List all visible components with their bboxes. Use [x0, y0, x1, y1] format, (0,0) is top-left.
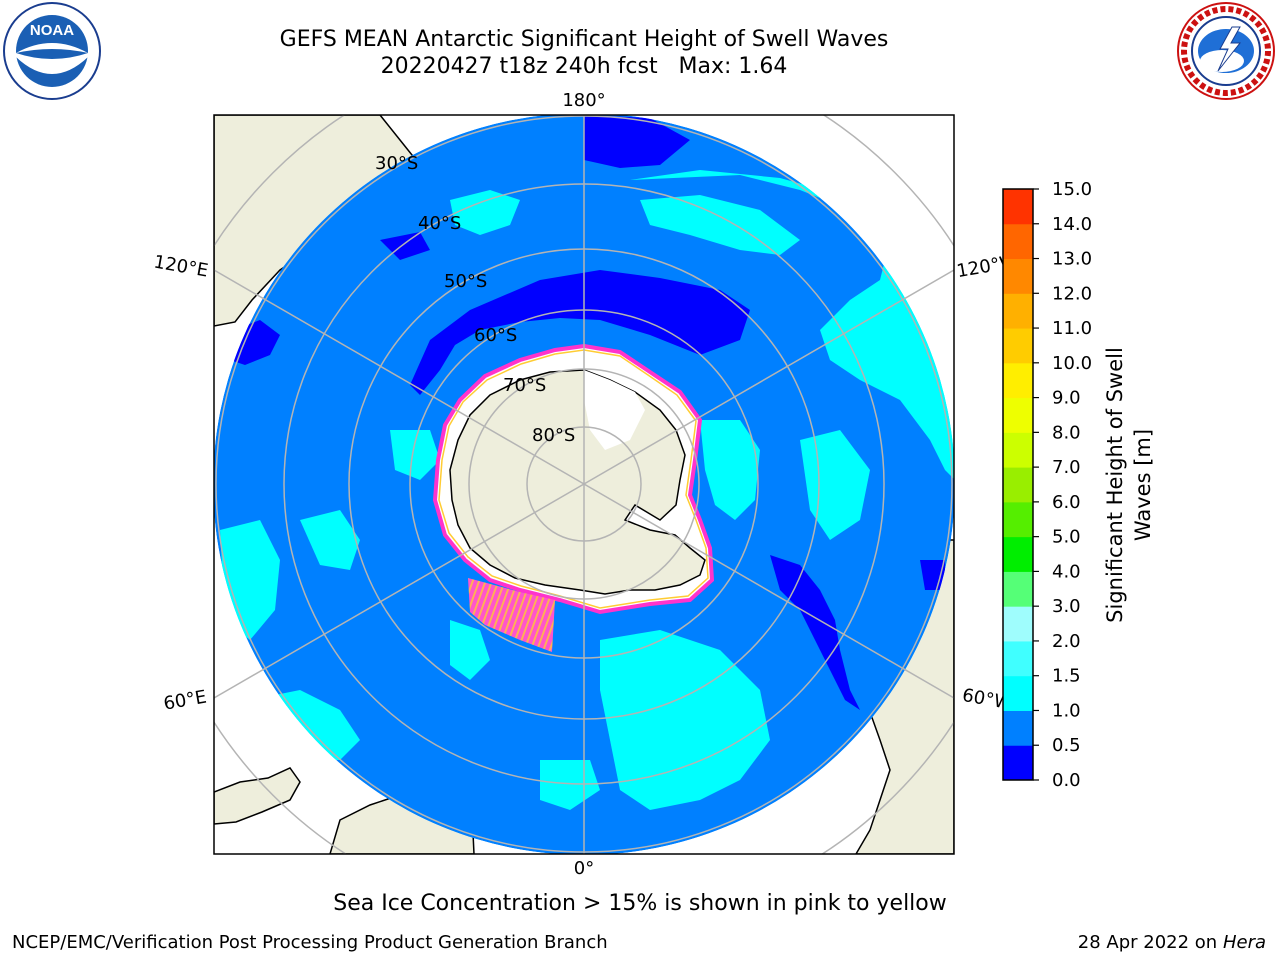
colorbar-label-line2: Waves [m]	[1131, 429, 1155, 541]
footer-date: 28 Apr 2022 on Hera	[1078, 931, 1266, 955]
colorbar-segment	[1003, 640, 1033, 677]
colorbar-tick-label: 9.0	[1052, 388, 1081, 409]
colorbar-segment	[1003, 571, 1033, 607]
nws-logo	[1177, 2, 1275, 100]
lon-label-120e: 120°E	[152, 251, 210, 281]
colorbar-segment	[1003, 362, 1033, 399]
colorbar-tick-label: 0.0	[1052, 770, 1081, 791]
colorbar-tick-label: 1.0	[1052, 700, 1081, 721]
colorbar-segment	[1003, 258, 1033, 294]
lat-label-50s: 50°S	[444, 271, 487, 292]
map-subtitle: 20220427 t18z 240h fcst Max: 1.64	[380, 54, 788, 79]
colorbar-tick-label: 0.5	[1052, 735, 1081, 756]
colorbar-segment	[1003, 397, 1033, 433]
colorbar-segment	[1003, 606, 1033, 642]
colorbar-segment	[1003, 745, 1033, 781]
sea-ice-caption: Sea Ice Concentration > 15% is shown in …	[333, 891, 947, 916]
colorbar-ticks: 0.0 0.5 1.0 1.5 2.0 3.0 4.0 5.0 6.0 7.0 8.0 9.0 10.0…	[1033, 179, 1092, 791]
colorbar-segment	[1003, 501, 1033, 538]
ross-ice-shelf	[584, 370, 645, 450]
colorbar-tick-label: 4.0	[1052, 561, 1081, 582]
lat-label-60s: 60°S	[474, 325, 517, 346]
colorbar-tick-label: 11.0	[1052, 318, 1092, 339]
lon-label-180: 180°	[562, 90, 605, 111]
colorbar-tick-label: 15.0	[1052, 179, 1092, 200]
colorbar-segment	[1003, 536, 1033, 572]
lat-label-70s: 70°S	[503, 375, 546, 396]
noaa-logo-text: NOAA	[30, 22, 74, 39]
footer-machine: Hera	[1222, 932, 1266, 953]
footer-credit: NCEP/EMC/Verification Post Processing Pr…	[12, 932, 608, 953]
noaa-logo: NOAA	[3, 2, 101, 100]
lon-label-60e: 60°E	[162, 686, 208, 714]
map-area: 30°S 40°S 50°S 60°S 70°S 80°S	[214, 115, 954, 854]
colorbar	[1003, 189, 1033, 781]
colorbar-segment	[1003, 189, 1033, 225]
lon-label-0: 0°	[574, 858, 594, 879]
antarctica	[449, 369, 706, 595]
colorbar-tick-label: 2.0	[1052, 631, 1081, 652]
colorbar-tick-label: 13.0	[1052, 249, 1092, 270]
colorbar-tick-label: 6.0	[1052, 492, 1081, 513]
colorbar-tick-label: 1.5	[1052, 666, 1081, 687]
colorbar-tick-label: 3.0	[1052, 596, 1081, 617]
colorbar-tick-label: 5.0	[1052, 527, 1081, 548]
colorbar-tick-label: 14.0	[1052, 214, 1092, 235]
swell-high-regions	[220, 170, 954, 810]
colorbar-tick-label: 10.0	[1052, 353, 1092, 374]
colorbar-segment	[1003, 710, 1033, 746]
colorbar-segment	[1003, 675, 1033, 711]
sea-ice-edge-yellow	[438, 349, 709, 609]
sea-ice-patch	[468, 578, 555, 652]
map-title: GEFS MEAN Antarctic Significant Height o…	[279, 27, 889, 52]
colorbar-segment	[1003, 328, 1033, 364]
map-frame	[213, 114, 955, 855]
lat-label-80s: 80°S	[532, 425, 575, 446]
colorbar-frame	[1002, 188, 1034, 781]
colorbar-label-line1: Significant Height of Swell	[1103, 347, 1127, 623]
footer-date-text: 28 Apr 2022 on	[1077, 932, 1218, 953]
latitude-labels: 30°S 40°S 50°S 60°S 70°S 80°S	[375, 153, 575, 446]
longitude-grid	[214, 115, 954, 854]
colorbar-segment	[1003, 223, 1033, 260]
colorbar-segment	[1003, 467, 1033, 503]
lat-label-40s: 40°S	[418, 213, 461, 234]
colorbar-tick-label: 12.0	[1052, 283, 1092, 304]
colorbar-segment	[1003, 293, 1033, 329]
lat-label-30s: 30°S	[375, 153, 418, 174]
colorbar-tick-label: 8.0	[1052, 422, 1081, 443]
colorbar-segment	[1003, 432, 1033, 468]
colorbar-tick-label: 7.0	[1052, 457, 1081, 478]
